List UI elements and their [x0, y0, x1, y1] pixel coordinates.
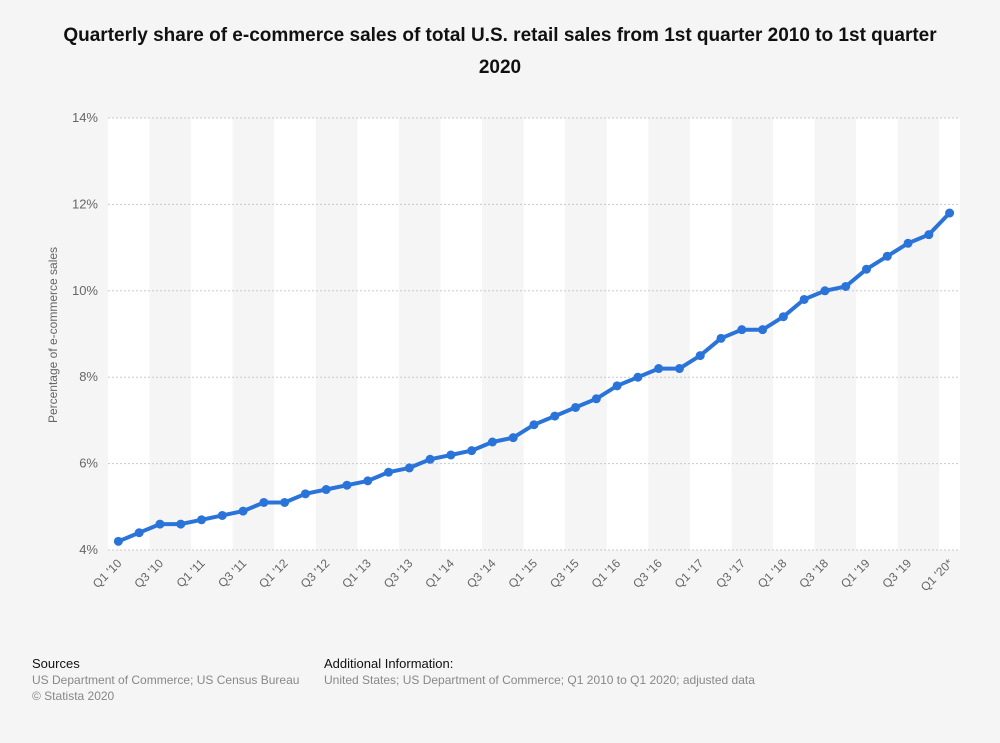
sources-heading: Sources: [32, 656, 80, 671]
x-tick-label: Q1 '13: [339, 556, 374, 591]
x-tick-label: Q3 '13: [381, 556, 416, 591]
data-point: [591, 394, 601, 404]
x-tick-label: Q1 '15: [505, 556, 540, 591]
plot-band: [523, 118, 566, 550]
chart-title: Quarterly share of e-commerce sales of t…: [63, 25, 937, 78]
data-point: [571, 402, 581, 412]
plot-band: [108, 118, 150, 550]
plot-band: [772, 118, 815, 550]
additional-info-text: United States; US Department of Commerce…: [324, 673, 755, 687]
copyright-text: © Statista 2020: [32, 689, 115, 703]
series-points: [113, 208, 955, 546]
data-point: [737, 325, 747, 335]
plot-bands: [108, 118, 960, 550]
plot-band: [689, 118, 732, 550]
data-point: [155, 519, 165, 529]
data-point: [861, 264, 871, 274]
data-point: [820, 286, 830, 296]
plot-band: [274, 118, 316, 550]
plot-band: [606, 118, 649, 550]
x-tick-label: Q1 '20*: [918, 556, 956, 594]
data-point: [446, 450, 456, 460]
x-tick-label: Q3 '14: [464, 556, 499, 591]
x-tick-label: Q1 '17: [672, 556, 707, 591]
sources-text: US Department of Commerce; US Census Bur…: [32, 673, 300, 687]
plot-band: [440, 118, 483, 550]
data-point: [799, 294, 809, 304]
plot-band: [939, 118, 960, 550]
y-tick-label: 4%: [79, 542, 98, 557]
additional-info-block: Additional Information: United States; U…: [324, 656, 755, 688]
data-point: [529, 420, 539, 430]
data-point: [903, 238, 913, 248]
x-tick-label: Q1 '16: [589, 556, 624, 591]
grid-lines: [108, 117, 960, 551]
data-point: [778, 312, 788, 322]
x-tick-label: Q3 '16: [630, 556, 665, 591]
x-tick-label: Q3 '12: [298, 556, 333, 591]
plot-band: [856, 118, 898, 550]
data-point: [342, 480, 352, 490]
data-point: [758, 325, 768, 335]
y-tick-label: 8%: [79, 369, 98, 384]
x-tick-label: Q1 '10: [90, 556, 125, 591]
data-point: [425, 454, 435, 464]
x-tick-label: Q3 '17: [713, 556, 748, 591]
y-tick-label: 6%: [79, 456, 98, 471]
x-tick-label: Q3 '18: [796, 556, 831, 591]
data-point: [882, 251, 892, 261]
x-tick-label: Q3 '10: [131, 556, 166, 591]
data-point: [841, 281, 851, 291]
y-tick-label: 14%: [72, 110, 98, 125]
data-point: [384, 467, 394, 477]
y-axis-ticks: 4% 6% 8% 10% 12% 14%: [72, 110, 98, 557]
data-point: [508, 433, 518, 443]
data-point: [404, 463, 414, 473]
x-tick-label: Q3 '19: [880, 556, 915, 591]
data-point: [695, 351, 705, 361]
x-tick-label: Q1 '14: [422, 556, 457, 591]
data-point: [487, 437, 497, 447]
data-point: [197, 515, 207, 525]
x-tick-label: Q1 '11: [174, 556, 208, 590]
data-point: [674, 364, 684, 374]
data-point: [300, 489, 310, 499]
plot-band: [357, 118, 399, 550]
data-point: [238, 506, 248, 516]
data-point: [280, 497, 290, 507]
data-point: [633, 372, 643, 382]
data-point: [467, 446, 477, 456]
x-tick-label: Q1 '18: [755, 556, 790, 591]
additional-info-heading: Additional Information:: [324, 656, 454, 671]
data-point: [134, 528, 144, 538]
data-point: [716, 333, 726, 343]
data-point: [259, 497, 269, 507]
data-point: [321, 485, 331, 495]
data-point: [113, 536, 123, 546]
x-tick-label: Q1 '12: [256, 556, 291, 591]
x-axis-ticks: Q1 '10 Q3 '10 Q1 '11 Q3 '11 Q1 '12 Q3 '12 Q1 '…: [90, 556, 956, 594]
data-point: [612, 381, 622, 391]
y-tick-label: 10%: [72, 283, 98, 298]
data-point: [363, 476, 373, 486]
data-point: [550, 411, 560, 421]
x-tick-label: Q1 '19: [838, 556, 873, 591]
y-axis-label: Percentage of e-commerce sales: [46, 247, 60, 423]
plot-band: [191, 118, 233, 550]
sources-block: Sources US Department of Commerce; US Ce…: [32, 656, 299, 704]
x-tick-label: Q3 '11: [215, 556, 249, 590]
data-point: [217, 510, 227, 520]
line-chart: 4% 6% 8% 10% 12% 14% Percentage of e-commerce…: [46, 110, 960, 594]
data-point: [176, 519, 186, 529]
data-point: [654, 364, 664, 374]
y-tick-label: 12%: [72, 196, 98, 211]
data-point: [924, 230, 934, 240]
data-point: [945, 208, 955, 218]
x-tick-label: Q3 '15: [547, 556, 582, 591]
